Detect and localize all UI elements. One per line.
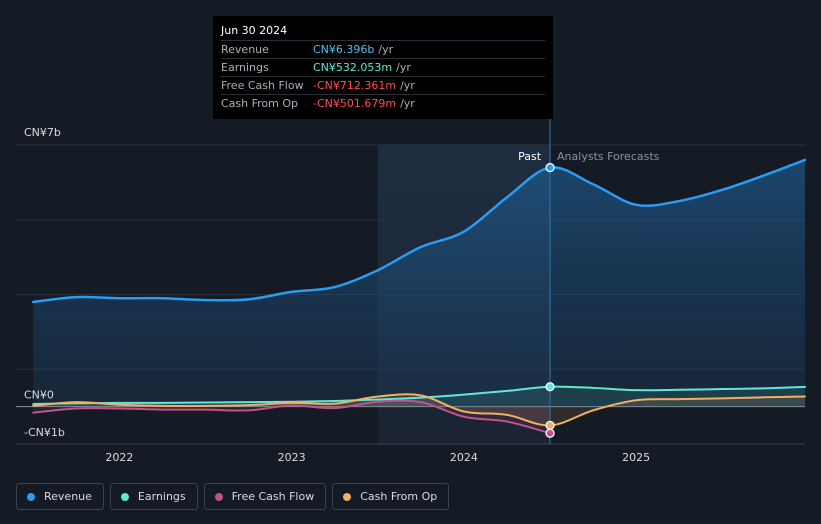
y-tick-label: CN¥7b [24,126,61,139]
axis-labels: CN¥7b CN¥0 -CN¥1b 2022 2023 2024 2025 [24,126,650,464]
free-cash-flow-line [32,399,552,435]
tooltip-unit: /yr [378,43,394,56]
cash-from-op-marker[interactable] [545,420,555,431]
revenue-area [33,159,806,407]
revenue-line [31,158,807,304]
tooltip-label: Earnings [221,61,269,74]
tooltip-unit: /yr [396,61,411,74]
x-tick-label: 2022 [105,451,133,464]
earnings-area [33,386,806,407]
free-cash-flow-marker[interactable] [545,428,555,438]
tooltip-date: Jun 30 2024 [221,24,288,37]
tooltip-unit: /yr [400,79,415,92]
tooltip-value: -CN¥712.361m [313,79,397,92]
tooltip-label: Free Cash Flow [221,79,304,92]
legend-dot-icon [343,492,352,501]
legend-label: Earnings [137,490,186,503]
legend: Revenue Earnings Free Cash Flow Cash Fro… [16,483,450,510]
cash-from-op-area [33,394,806,426]
tooltip-row-free-cash-flow: Free Cash Flow -CN¥712.361m /yr [221,76,545,94]
series-markers [545,162,555,438]
legend-item-cash-from-op[interactable]: Cash From Op [332,483,450,510]
earnings-line [32,385,806,406]
legend-dot-icon [120,492,129,501]
tooltip-row-earnings: Earnings CN¥532.053m /yr [221,58,545,76]
legend-item-revenue[interactable]: Revenue [16,483,104,510]
legend-label: Free Cash Flow [231,490,315,503]
tooltip-value: CN¥6.396b [313,43,375,56]
tooltip-label: Cash From Op [221,97,299,110]
x-tick-label: 2024 [450,451,478,464]
tooltip: Jun 30 2024 Revenue CN¥6.396b /yr Earnin… [213,16,553,119]
legend-dot-icon [214,492,223,501]
x-tick-label: 2025 [622,451,650,464]
tooltip-label: Revenue [221,43,269,56]
legend-label: Cash From Op [360,490,438,503]
x-tick-label: 2023 [278,451,306,464]
legend-dot-icon [27,492,35,501]
legend-item-earnings[interactable]: Earnings [109,483,198,510]
past-label: Past [518,150,542,163]
legend-label: Revenue [44,490,92,503]
tooltip-row-cash-from-op: Cash From Op -CN¥501.679m /yr [221,94,545,112]
tooltip-unit: /yr [400,97,415,110]
tooltip-row-revenue: Revenue CN¥6.396b /yr [221,40,545,58]
tooltip-value: CN¥532.053m [313,61,393,74]
legend-item-free-cash-flow[interactable]: Free Cash Flow [203,483,327,510]
forecast-label: Analysts Forecasts [557,150,660,163]
revenue-marker[interactable] [545,162,555,173]
tooltip-value: -CN¥501.679m [313,97,397,110]
series-lines [31,158,807,435]
y-tick-label: -CN¥1b [24,426,65,439]
earnings-marker[interactable] [545,382,555,392]
cash-from-op-line [32,393,806,427]
y-tick-label: CN¥0 [24,389,54,402]
